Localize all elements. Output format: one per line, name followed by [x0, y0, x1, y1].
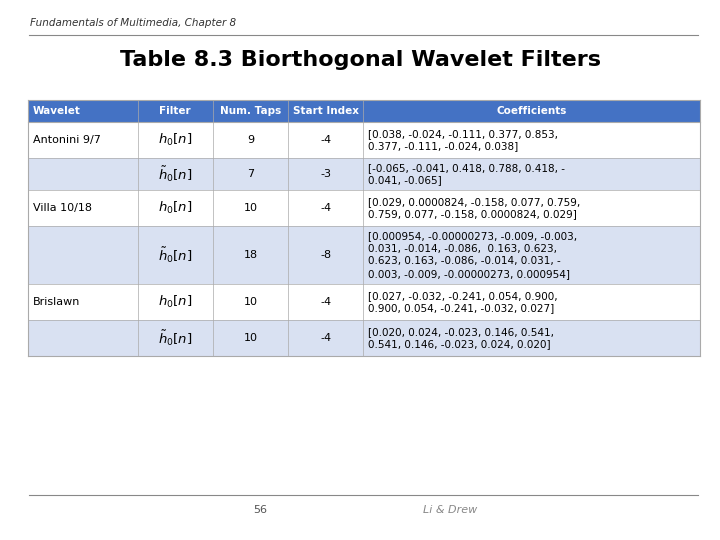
Bar — [28, 284, 138, 320]
Bar — [364, 122, 700, 158]
Text: 10: 10 — [243, 297, 258, 307]
Bar — [288, 158, 364, 190]
Bar — [213, 158, 288, 190]
Text: Li & Drew: Li & Drew — [423, 505, 477, 515]
Bar — [364, 100, 700, 122]
Text: [0.000954, -0.00000273, -0.009, -0.003,: [0.000954, -0.00000273, -0.009, -0.003, — [369, 231, 577, 241]
Bar — [138, 320, 213, 356]
Bar — [288, 320, 364, 356]
Bar — [288, 122, 364, 158]
Text: $\tilde{h}_0[n]$: $\tilde{h}_0[n]$ — [158, 328, 192, 348]
Bar — [364, 320, 700, 356]
Text: 0.623, 0.163, -0.086, -0.014, 0.031, -: 0.623, 0.163, -0.086, -0.014, 0.031, - — [369, 256, 561, 266]
Bar — [28, 100, 138, 122]
Text: $h_0[n]$: $h_0[n]$ — [158, 200, 192, 216]
Bar — [364, 284, 700, 320]
Text: -4: -4 — [320, 333, 331, 343]
Bar — [213, 320, 288, 356]
Bar — [288, 284, 364, 320]
Text: Start Index: Start Index — [293, 106, 359, 116]
Bar — [28, 190, 138, 226]
Bar — [138, 284, 213, 320]
Text: 0.541, 0.146, -0.023, 0.024, 0.020]: 0.541, 0.146, -0.023, 0.024, 0.020] — [369, 339, 551, 349]
Text: Wavelet: Wavelet — [33, 106, 81, 116]
Bar — [364, 190, 700, 226]
Text: 10: 10 — [243, 333, 258, 343]
Bar — [138, 122, 213, 158]
Bar — [28, 320, 138, 356]
Bar — [213, 284, 288, 320]
Text: 7: 7 — [247, 169, 254, 179]
Bar — [364, 226, 700, 284]
Text: 0.900, 0.054, -0.241, -0.032, 0.027]: 0.900, 0.054, -0.241, -0.032, 0.027] — [369, 303, 554, 313]
Bar — [138, 190, 213, 226]
Text: Antonini 9/7: Antonini 9/7 — [33, 135, 101, 145]
Text: Villa 10/18: Villa 10/18 — [33, 203, 92, 213]
Bar — [364, 158, 700, 190]
Bar — [213, 100, 288, 122]
Text: [0.020, 0.024, -0.023, 0.146, 0.541,: [0.020, 0.024, -0.023, 0.146, 0.541, — [369, 327, 554, 337]
Text: [0.029, 0.0000824, -0.158, 0.077, 0.759,: [0.029, 0.0000824, -0.158, 0.077, 0.759, — [369, 197, 580, 207]
Text: Coefficients: Coefficients — [497, 106, 567, 116]
Text: -4: -4 — [320, 203, 331, 213]
Text: $\tilde{h}_0[n]$: $\tilde{h}_0[n]$ — [158, 245, 192, 265]
Text: [-0.065, -0.041, 0.418, 0.788, 0.418, -: [-0.065, -0.041, 0.418, 0.788, 0.418, - — [369, 163, 565, 173]
Bar — [28, 122, 138, 158]
Text: [0.027, -0.032, -0.241, 0.054, 0.900,: [0.027, -0.032, -0.241, 0.054, 0.900, — [369, 291, 558, 301]
Text: Num. Taps: Num. Taps — [220, 106, 281, 116]
Bar — [288, 190, 364, 226]
Text: Filter: Filter — [159, 106, 191, 116]
Bar — [138, 226, 213, 284]
Bar — [288, 100, 364, 122]
Text: -4: -4 — [320, 135, 331, 145]
Text: Fundamentals of Multimedia, Chapter 8: Fundamentals of Multimedia, Chapter 8 — [30, 18, 236, 28]
Text: 0.031, -0.014, -0.086,  0.163, 0.623,: 0.031, -0.014, -0.086, 0.163, 0.623, — [369, 244, 557, 254]
Text: 0.759, 0.077, -0.158, 0.0000824, 0.029]: 0.759, 0.077, -0.158, 0.0000824, 0.029] — [369, 209, 577, 219]
Text: Table 8.3 Biorthogonal Wavelet Filters: Table 8.3 Biorthogonal Wavelet Filters — [120, 50, 600, 70]
Text: -4: -4 — [320, 297, 331, 307]
Text: -8: -8 — [320, 250, 331, 260]
Text: 9: 9 — [247, 135, 254, 145]
Bar — [288, 226, 364, 284]
Bar — [28, 226, 138, 284]
Text: $h_0[n]$: $h_0[n]$ — [158, 132, 192, 148]
Bar — [213, 122, 288, 158]
Text: $\tilde{h}_0[n]$: $\tilde{h}_0[n]$ — [158, 164, 192, 184]
Text: 0.041, -0.065]: 0.041, -0.065] — [369, 176, 442, 185]
Bar — [138, 158, 213, 190]
Bar — [213, 226, 288, 284]
Text: $h_0[n]$: $h_0[n]$ — [158, 294, 192, 310]
Text: 10: 10 — [243, 203, 258, 213]
Bar — [138, 100, 213, 122]
Text: Brislawn: Brislawn — [33, 297, 81, 307]
Bar — [213, 190, 288, 226]
Text: 0.003, -0.009, -0.00000273, 0.000954]: 0.003, -0.009, -0.00000273, 0.000954] — [369, 269, 570, 279]
Bar — [28, 158, 138, 190]
Text: 0.377, -0.111, -0.024, 0.038]: 0.377, -0.111, -0.024, 0.038] — [369, 141, 518, 151]
Text: 18: 18 — [243, 250, 258, 260]
Text: [0.038, -0.024, -0.111, 0.377, 0.853,: [0.038, -0.024, -0.111, 0.377, 0.853, — [369, 129, 558, 139]
Text: 56: 56 — [253, 505, 267, 515]
Text: -3: -3 — [320, 169, 331, 179]
